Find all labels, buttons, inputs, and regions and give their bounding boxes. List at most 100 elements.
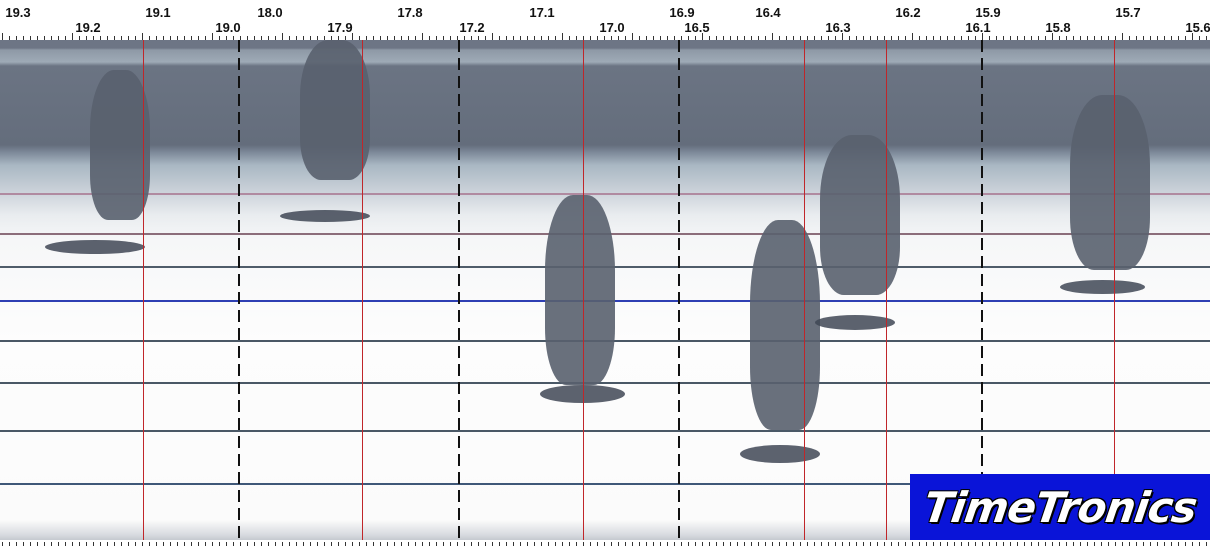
scale-tick [65, 36, 66, 40]
scale-tick [1171, 36, 1172, 40]
scale-tick [338, 36, 339, 40]
scale-tick [1003, 36, 1004, 40]
scale-tick [898, 542, 899, 546]
scale-tick [345, 542, 346, 546]
photo-finish-image[interactable] [0, 40, 1210, 540]
scale-tick [835, 542, 836, 546]
time-label: 17.2 [459, 20, 485, 35]
scale-tick [625, 542, 626, 546]
scale-tick [604, 542, 605, 546]
athlete [545, 195, 615, 385]
scale-tick [1206, 542, 1207, 546]
scale-tick [205, 542, 206, 546]
time-label: 15.8 [1045, 20, 1071, 35]
scale-tick [296, 542, 297, 546]
scale-tick [681, 36, 682, 40]
scale-tick [1031, 542, 1032, 546]
scale-tick [72, 542, 73, 546]
scale-tick [338, 542, 339, 546]
scale-tick [513, 36, 514, 40]
scale-tick [1038, 36, 1039, 40]
scale-tick [86, 36, 87, 40]
scale-tick [422, 542, 423, 546]
scale-tick [653, 542, 654, 546]
scale-tick [401, 542, 402, 546]
scale-tick [219, 542, 220, 546]
scale-tick [65, 542, 66, 546]
finish-time-marker[interactable] [362, 40, 363, 540]
time-label: 17.1 [529, 5, 555, 20]
scale-tick [548, 36, 549, 40]
scale-tick [1087, 36, 1088, 40]
scale-tick [23, 36, 24, 40]
scale-tick [23, 542, 24, 546]
time-label: 15.6 [1185, 20, 1210, 35]
scale-tick [1087, 542, 1088, 546]
scale-tick [576, 542, 577, 546]
scale-tick [975, 542, 976, 546]
scale-tick [611, 542, 612, 546]
scale-tick [625, 36, 626, 40]
scale-tick [1115, 36, 1116, 40]
scale-tick [387, 542, 388, 546]
scale-tick [961, 542, 962, 546]
logo-text: TimeTronics [920, 482, 1200, 532]
scale-tick [149, 542, 150, 546]
scale-tick [128, 542, 129, 546]
scale-tick [1199, 542, 1200, 546]
scale-tick [653, 36, 654, 40]
scale-tick [989, 542, 990, 546]
scale-tick [478, 36, 479, 40]
scale-tick [107, 542, 108, 546]
scale-tick [163, 542, 164, 546]
scale-tick [1108, 542, 1109, 546]
scale-tick [527, 36, 528, 40]
athlete [820, 135, 900, 295]
time-label: 17.8 [397, 5, 423, 20]
finish-time-marker[interactable] [804, 40, 805, 540]
scale-tick [121, 542, 122, 546]
scale-tick [954, 36, 955, 40]
scale-tick [1010, 36, 1011, 40]
finish-time-marker[interactable] [143, 40, 144, 540]
scale-tick [352, 33, 353, 40]
scale-tick [877, 36, 878, 40]
scale-tick [688, 36, 689, 40]
scale-tick [751, 542, 752, 546]
scale-tick [289, 542, 290, 546]
finish-time-marker[interactable] [583, 40, 584, 540]
scale-tick [758, 36, 759, 40]
scale-tick [716, 36, 717, 40]
scale-tick [79, 542, 80, 546]
scale-tick [16, 36, 17, 40]
scale-tick [93, 36, 94, 40]
scale-tick [870, 542, 871, 546]
scale-tick [450, 542, 451, 546]
scale-tick [821, 36, 822, 40]
finish-time-marker[interactable] [1114, 40, 1115, 540]
finish-time-marker[interactable] [886, 40, 887, 540]
scale-tick [807, 542, 808, 546]
scale-tick [478, 542, 479, 546]
scale-tick [583, 36, 584, 40]
scale-tick [926, 542, 927, 546]
timetronics-logo: TimeTronics [910, 474, 1210, 540]
scale-tick [352, 542, 353, 546]
scale-tick [443, 542, 444, 546]
scale-tick [667, 36, 668, 40]
scale-tick [513, 542, 514, 546]
scale-tick [30, 542, 31, 546]
scale-tick [485, 542, 486, 546]
scale-tick [996, 542, 997, 546]
scale-tick [597, 36, 598, 40]
scale-tick [618, 542, 619, 546]
scale-tick [730, 36, 731, 40]
scale-tick [709, 542, 710, 546]
scale-tick [863, 542, 864, 546]
scale-tick [891, 542, 892, 546]
bottom-scale [0, 540, 1210, 550]
scale-tick [436, 542, 437, 546]
scale-tick [779, 36, 780, 40]
scale-tick [702, 33, 703, 40]
scale-tick [1108, 36, 1109, 40]
